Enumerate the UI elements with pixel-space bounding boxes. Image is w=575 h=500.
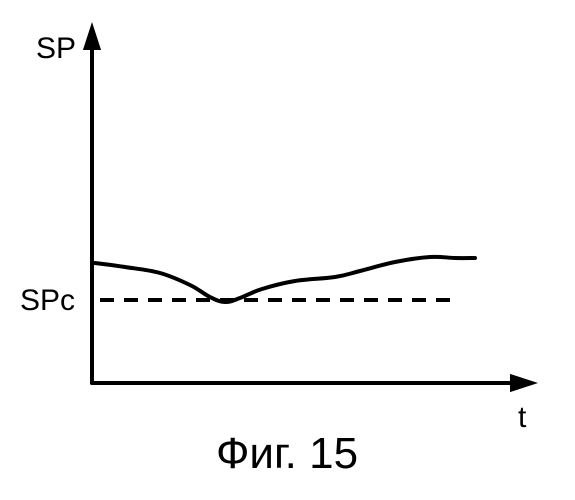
x-axis-label: t (518, 401, 527, 434)
y-axis-arrow-icon (83, 22, 101, 50)
figure-container: SP t SPc Фиг. 15 (0, 0, 575, 500)
spc-label: SPc (20, 284, 75, 317)
y-axis-label: SP (36, 32, 76, 65)
data-curve (95, 257, 475, 302)
chart-svg: SP t SPc Фиг. 15 (0, 0, 575, 500)
x-axis-arrow-icon (510, 374, 538, 392)
figure-caption: Фиг. 15 (216, 429, 358, 478)
